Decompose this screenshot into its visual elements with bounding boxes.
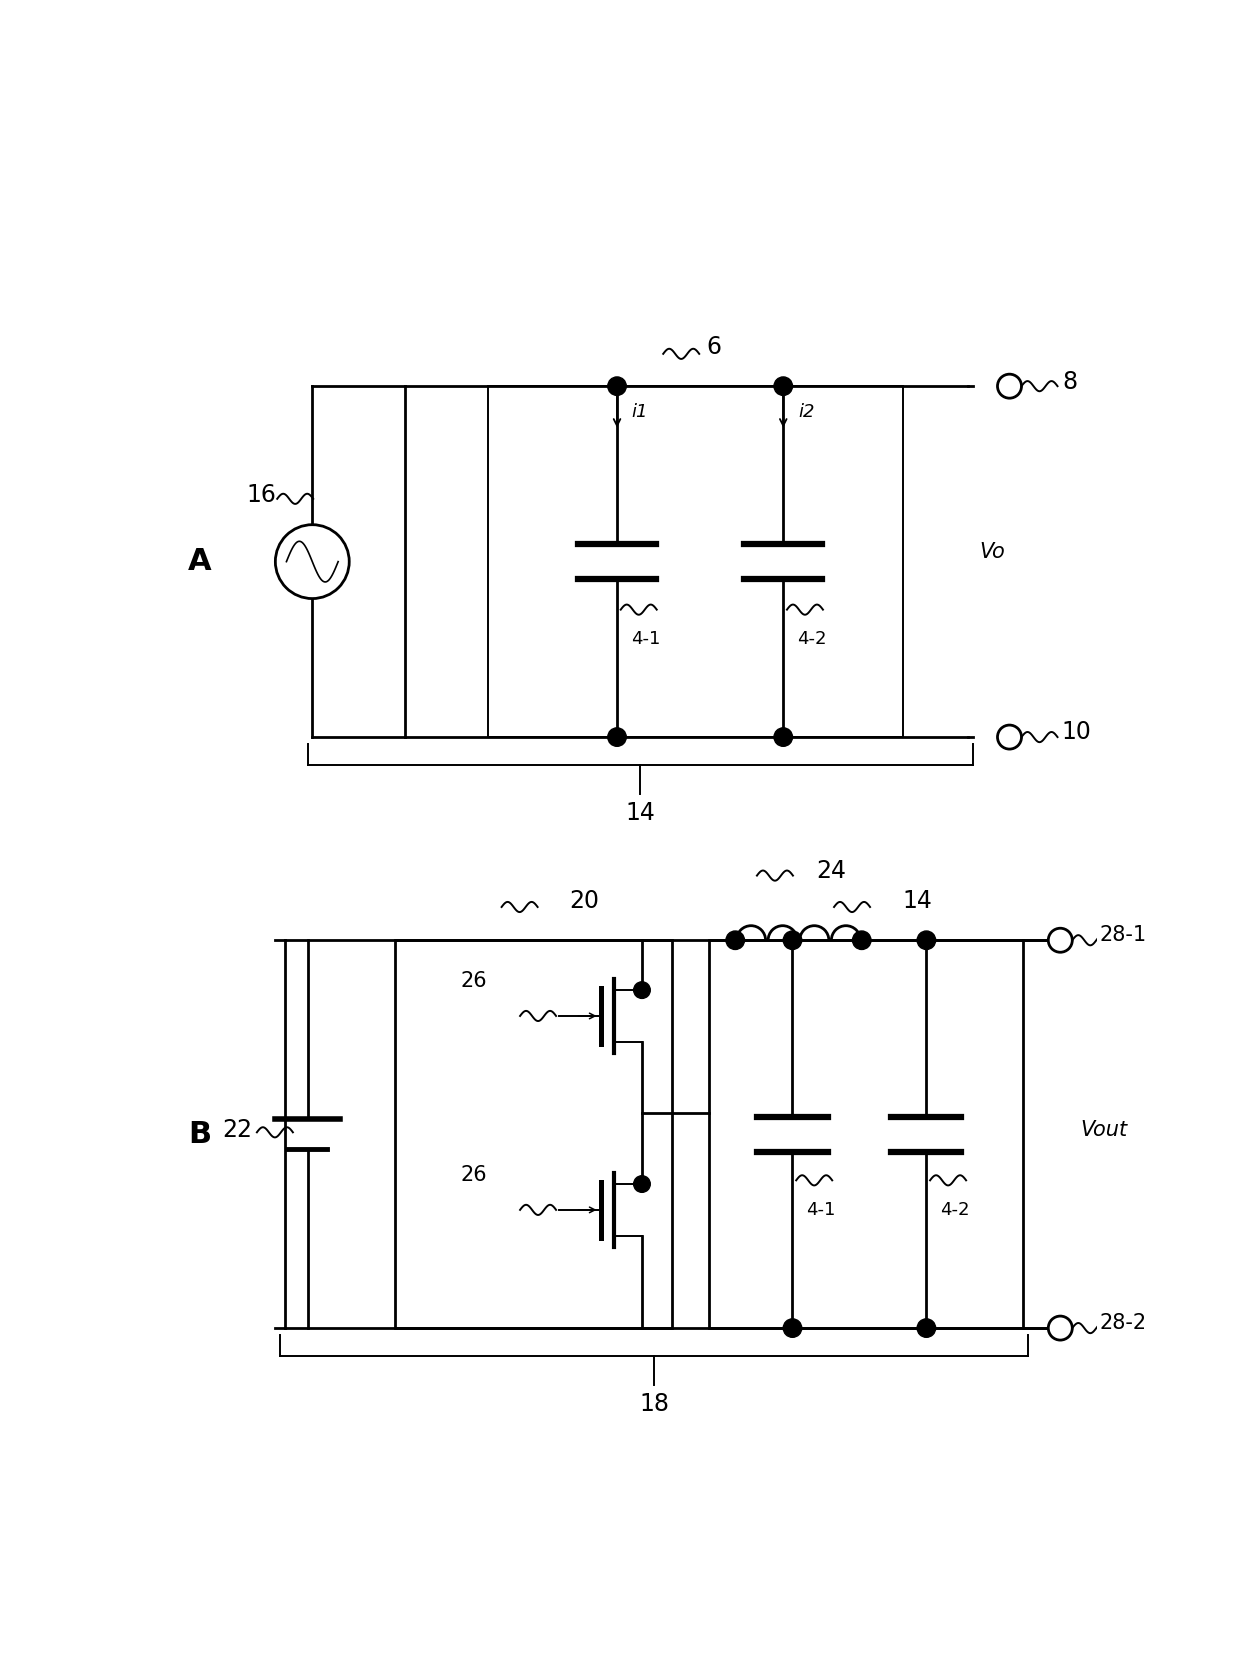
Text: 24: 24 [816,860,846,883]
Text: Vout: Vout [1080,1120,1127,1140]
Text: A: A [187,547,212,576]
Text: i2: i2 [799,403,815,421]
Circle shape [784,1320,802,1336]
Text: 4-2: 4-2 [797,630,827,648]
Text: B: B [188,1120,211,1148]
Text: 18: 18 [639,1392,668,1415]
Circle shape [1048,928,1073,952]
Text: 14: 14 [903,890,932,913]
Text: 4-1: 4-1 [806,1200,836,1219]
Text: 26: 26 [460,970,487,991]
Circle shape [918,1320,936,1336]
Text: 28-1: 28-1 [1100,925,1147,945]
Circle shape [853,930,870,950]
Bar [396,940,672,1328]
Text: 14: 14 [625,801,655,824]
Text: 4-2: 4-2 [940,1200,970,1219]
Text: 8: 8 [1061,369,1078,393]
Text: 26: 26 [460,1165,487,1185]
Circle shape [918,930,936,950]
Circle shape [725,930,744,950]
Circle shape [608,729,626,747]
Circle shape [634,1175,650,1192]
Circle shape [1048,1316,1073,1340]
Circle shape [608,376,626,396]
Text: 10: 10 [1061,720,1091,744]
Text: 4-1: 4-1 [631,630,660,648]
Text: 22: 22 [222,1118,252,1142]
Text: 28-2: 28-2 [1100,1313,1147,1333]
Circle shape [275,524,350,599]
Circle shape [784,930,802,950]
Text: 16: 16 [247,484,277,507]
Circle shape [997,725,1022,749]
Text: e: e [310,566,321,584]
Text: 6: 6 [707,336,722,359]
Circle shape [774,376,792,396]
Text: Vo: Vo [980,542,1004,562]
Bar [709,940,1023,1328]
Circle shape [634,982,650,999]
Circle shape [774,729,792,747]
Text: i1: i1 [632,403,649,421]
Text: 20: 20 [569,890,600,913]
Circle shape [997,374,1022,398]
